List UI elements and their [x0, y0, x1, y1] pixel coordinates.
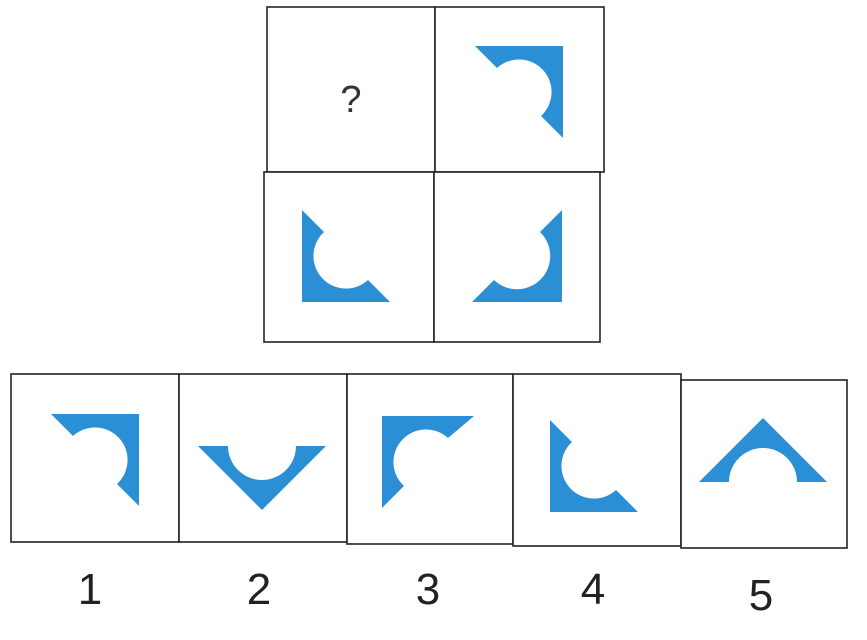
option-cell-2[interactable]: [178, 373, 348, 543]
option-label-3: 3: [416, 565, 440, 614]
option-cell-4[interactable]: [512, 373, 682, 547]
option-cell-1[interactable]: [10, 373, 180, 543]
option-labels: 1 2 3 4 5: [78, 565, 773, 620]
grid-cell-bottom-right: [433, 171, 601, 343]
question-mark: ?: [340, 79, 361, 121]
option-cell-3[interactable]: [346, 373, 514, 545]
option-label-2: 2: [247, 565, 271, 614]
grid-cell-bottom-left: [263, 171, 435, 343]
grid-cell-top-right: [434, 6, 605, 173]
option-label-5: 5: [749, 571, 773, 620]
option-cell-5[interactable]: [680, 379, 848, 549]
option-label-1: 1: [78, 565, 102, 614]
question-grid: ?: [263, 6, 605, 343]
option-label-4: 4: [581, 565, 605, 614]
grid-cell-top-left: [266, 6, 436, 173]
answer-options: [10, 373, 848, 549]
